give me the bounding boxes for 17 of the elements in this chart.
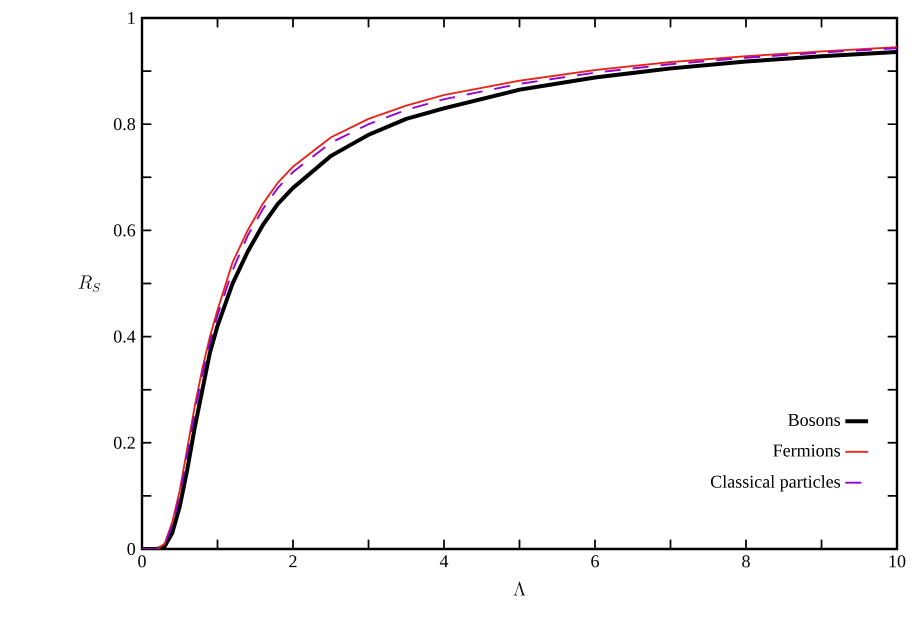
y-tick-label: 0.2 bbox=[114, 436, 135, 449]
legend-label: Fermions bbox=[773, 444, 840, 457]
y-tick-label: 0 bbox=[127, 542, 136, 556]
x-tick-label: 10 bbox=[890, 555, 906, 568]
y-axis-title: $R_S$ bbox=[78, 276, 100, 292]
x-tick-label: 4 bbox=[440, 555, 448, 568]
x-axis-title: $\Lambda$ bbox=[514, 582, 526, 596]
y-tick-label: 0.4 bbox=[114, 330, 136, 343]
x-tick-label: 0 bbox=[138, 555, 146, 568]
x-tick-label: 8 bbox=[742, 555, 750, 568]
y-tick-label: 0.6 bbox=[114, 224, 136, 237]
x-tick-label: 6 bbox=[591, 555, 599, 568]
legend-label: Bosons bbox=[788, 414, 840, 426]
y-tick-label: 0.8 bbox=[114, 118, 136, 130]
x-tick-label: 2 bbox=[289, 555, 297, 568]
y-tick-label: 1 bbox=[128, 12, 135, 24]
legend-label: Classical particles bbox=[710, 475, 840, 492]
